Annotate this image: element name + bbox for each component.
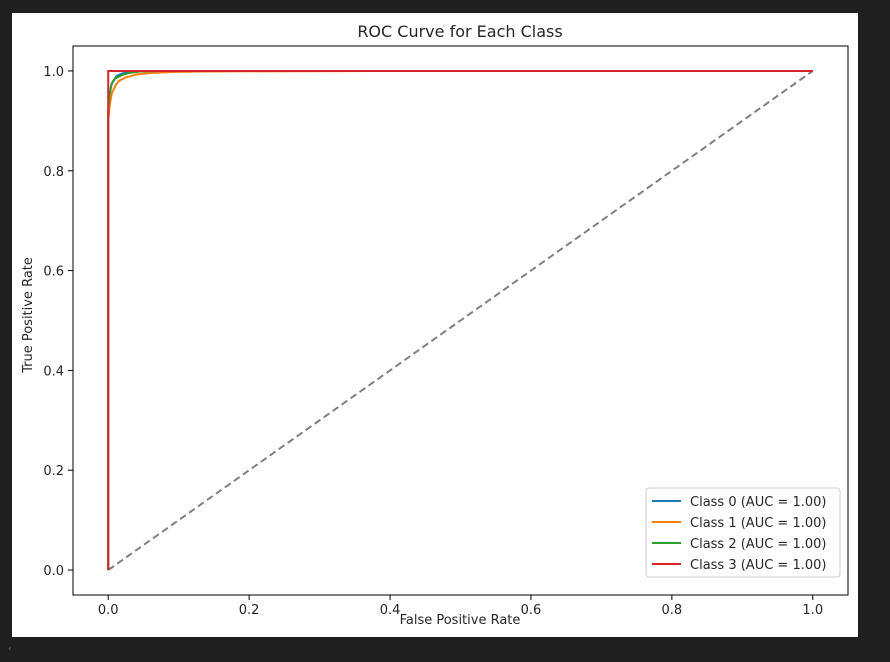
- x-axis-ticks: 0.0 0.2 0.4 0.6 0.8 1.0: [98, 595, 823, 618]
- axes-frame: [72, 45, 849, 596]
- legend-label-class-3: Class 3 (AUC = 1.00): [690, 558, 826, 573]
- legend-label-class-0: Class 0 (AUC = 1.00): [690, 495, 826, 510]
- series-line-class-3: [107, 69, 813, 571]
- x-tick-label: 0.8: [662, 603, 683, 618]
- x-axis-label: False Positive Rate: [400, 613, 521, 628]
- legend-box: [645, 487, 841, 578]
- x-tick-label: 0.4: [380, 603, 401, 618]
- y-tick-label: 0.4: [43, 364, 64, 379]
- roc-chart: 0.0 0.2 0.4 0.6 0.8 1.0 0.0 0.2 0.4 0.6 0.8 1.0 RO…: [21, 22, 849, 628]
- legend-label-class-2: Class 2 (AUC = 1.00): [690, 537, 826, 552]
- y-tick-label: 1.0: [43, 65, 64, 80]
- chart-title: ROC Curve for Each Class: [357, 22, 562, 41]
- chart-figure: 0.0 0.2 0.4 0.6 0.8 1.0 0.0 0.2 0.4 0.6 0.8 1.0 RO…: [12, 13, 858, 637]
- y-axis-label: True Positive Rate: [21, 257, 36, 374]
- x-tick-label: 0.6: [521, 603, 542, 618]
- y-axis-ticks: 0.0 0.2 0.4 0.6 0.8 1.0: [43, 65, 73, 579]
- axes-spines: [72, 45, 849, 596]
- series-group: [107, 69, 813, 571]
- legend: Class 0 (AUC = 1.00) Class 1 (AUC = 1.00)…: [645, 487, 841, 578]
- y-tick-label: 0.8: [43, 165, 64, 180]
- scroll-left-arrow-icon[interactable]: ‹: [8, 644, 12, 654]
- x-tick-label: 1.0: [802, 603, 823, 618]
- reference-diagonal-line: [107, 70, 814, 571]
- reference-line-group: [107, 70, 814, 571]
- x-tick-label: 0.0: [98, 603, 119, 618]
- y-tick-label: 0.6: [43, 265, 64, 280]
- y-tick-label: 0.0: [43, 564, 64, 579]
- legend-label-class-1: Class 1 (AUC = 1.00): [690, 516, 826, 531]
- x-tick-label: 0.2: [239, 603, 260, 618]
- y-tick-label: 0.2: [43, 464, 64, 479]
